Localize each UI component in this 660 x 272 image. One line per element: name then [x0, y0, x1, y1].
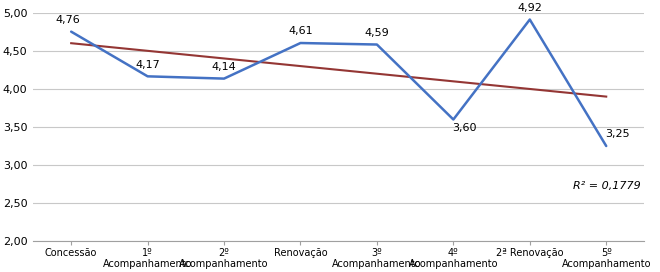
- Text: 3,60: 3,60: [453, 123, 477, 133]
- Text: 4,14: 4,14: [212, 62, 236, 72]
- Text: 3,25: 3,25: [605, 129, 630, 139]
- Text: 4,17: 4,17: [135, 60, 160, 70]
- Text: 4,59: 4,59: [364, 28, 389, 38]
- Text: R² = 0,1779: R² = 0,1779: [573, 181, 641, 191]
- Text: 4,61: 4,61: [288, 26, 313, 36]
- Text: 4,92: 4,92: [517, 3, 543, 13]
- Text: 4,76: 4,76: [55, 15, 80, 25]
